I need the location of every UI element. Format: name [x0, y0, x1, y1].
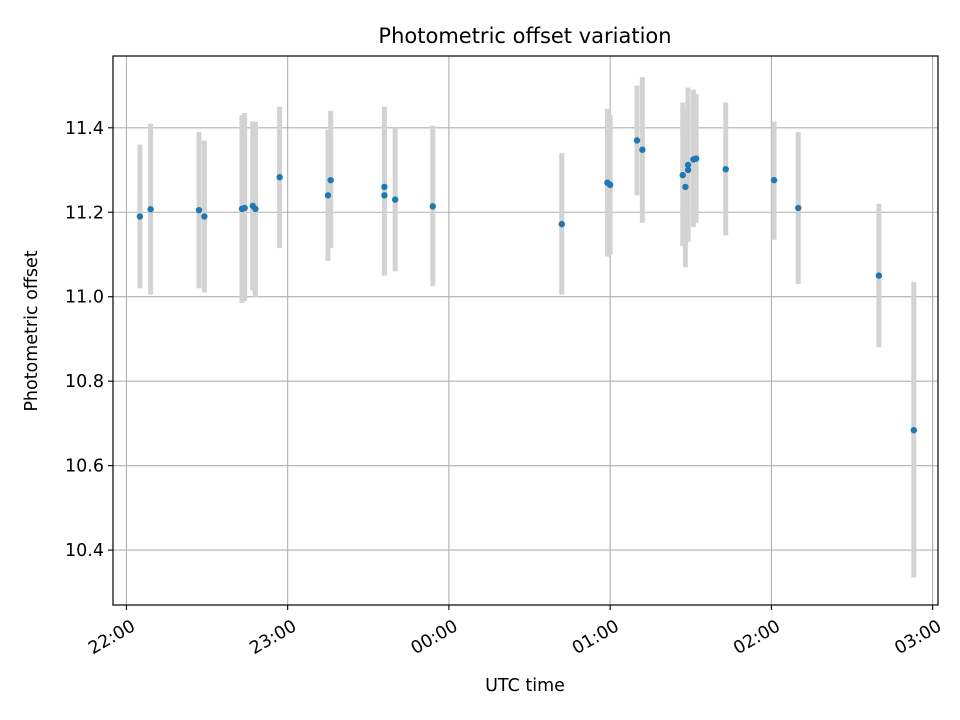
- data-point: [276, 174, 283, 181]
- data-point: [201, 213, 208, 220]
- y-tick-label: 11.4: [65, 119, 104, 139]
- data-point: [795, 204, 802, 212]
- y-tick-label: 10.8: [65, 372, 104, 392]
- data-point: [684, 161, 692, 169]
- data-point: [381, 183, 388, 191]
- data-point: [147, 206, 154, 213]
- y-axis-label: Photometric offset: [22, 250, 42, 411]
- data-point: [195, 206, 203, 214]
- data-point: [429, 203, 436, 210]
- y-tick-label: 10.4: [65, 541, 104, 561]
- data-point: [391, 196, 399, 203]
- data-point: [684, 166, 692, 174]
- plot-frame: [112, 55, 939, 606]
- y-axis-ticks: 10.4 10.6 10.8 11.0 11.2 11.4: [65, 119, 113, 561]
- x-axis-label: UTC time: [485, 676, 565, 696]
- data-point: [136, 213, 144, 220]
- data-point: [633, 137, 641, 144]
- data-point: [606, 181, 614, 189]
- data-point: [252, 205, 259, 213]
- data-point: [875, 272, 883, 279]
- data-point: [692, 155, 700, 162]
- data-point: [770, 176, 778, 184]
- data-point: [558, 220, 565, 228]
- data-point: [682, 183, 689, 191]
- data-point: [722, 165, 729, 173]
- y-tick-label: 11.0: [65, 288, 104, 308]
- data-point: [910, 426, 918, 434]
- data-point: [241, 204, 248, 212]
- data-point: [639, 146, 646, 153]
- data-point: [327, 176, 334, 184]
- data-points: [136, 137, 918, 434]
- y-tick-label: 10.6: [65, 457, 104, 477]
- y-tick-label: 11.2: [65, 203, 104, 223]
- data-point: [324, 192, 332, 199]
- data-point: [679, 171, 686, 179]
- data-point: [381, 192, 388, 199]
- chart-title: Photometric offset variation: [378, 24, 671, 48]
